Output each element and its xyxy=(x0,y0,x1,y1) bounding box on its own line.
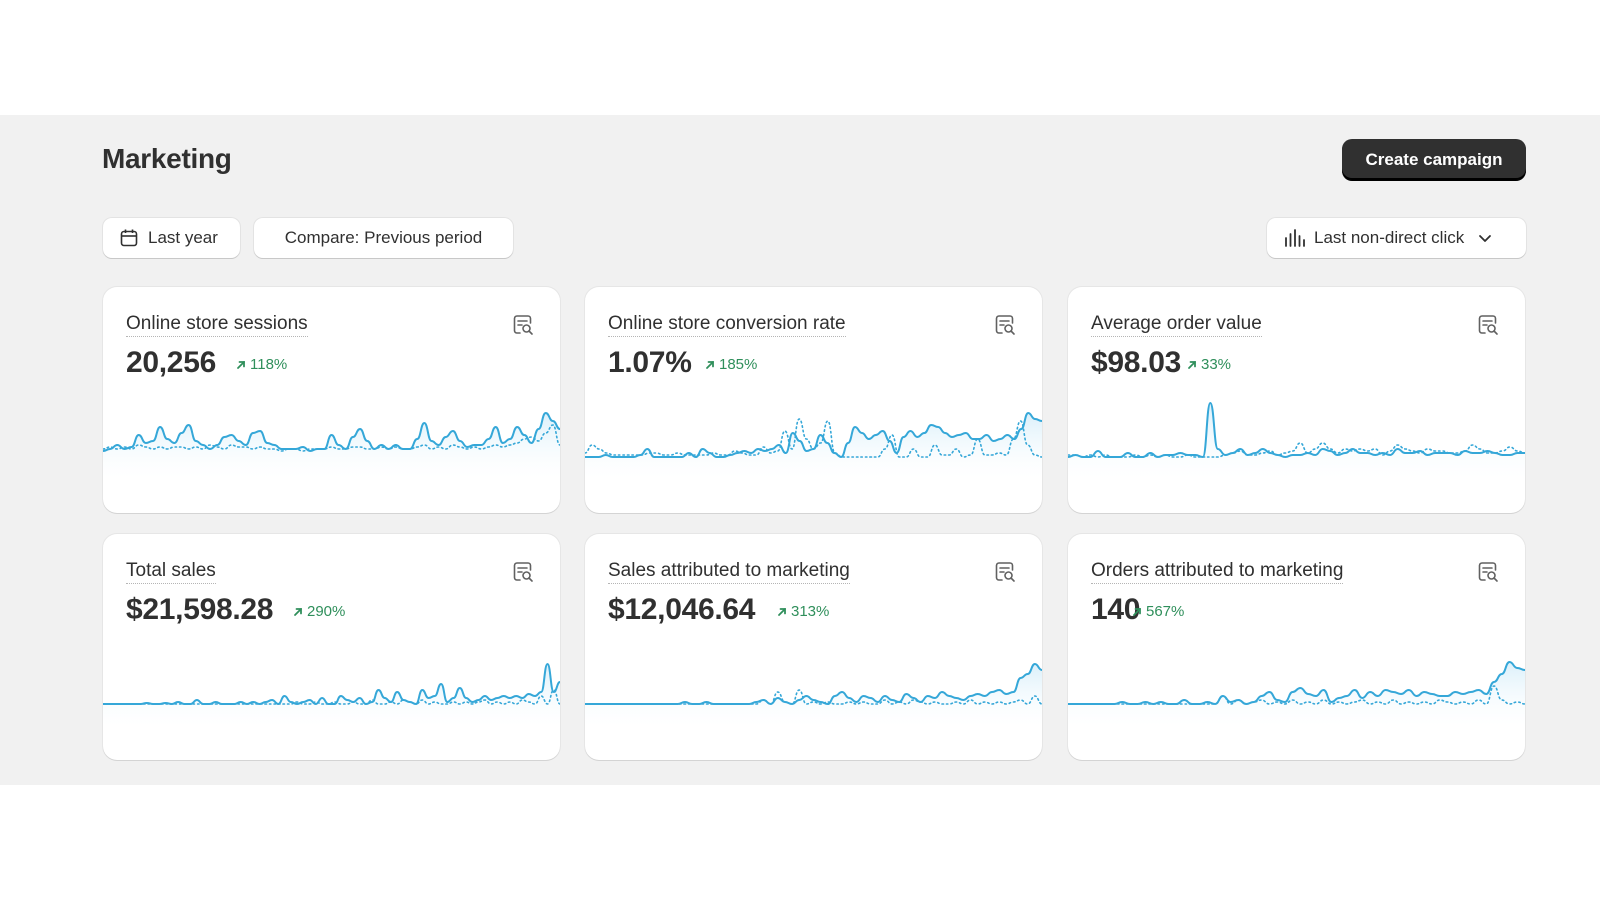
sparkline-current-period-line xyxy=(585,412,1042,458)
metric-card[interactable]: Online store sessions 20,256 118% xyxy=(103,287,560,513)
chevron-down-icon xyxy=(1479,235,1492,242)
metric-card[interactable]: Online store conversion rate 1.07% 185% xyxy=(585,287,1042,513)
metric-delta-value: 185% xyxy=(719,356,758,373)
report-search-icon[interactable] xyxy=(994,314,1016,336)
metric-delta: 33% xyxy=(1187,356,1231,373)
sparkline-chart xyxy=(1068,402,1525,479)
metric-delta: 567% xyxy=(1132,603,1184,620)
metric-value: 1.07% xyxy=(608,346,692,379)
sparkline-area xyxy=(1068,403,1525,479)
metric-delta-value: 567% xyxy=(1146,603,1185,620)
sparkline-chart xyxy=(1068,661,1525,726)
calendar-icon xyxy=(120,229,138,247)
sparkline-area xyxy=(585,413,1042,479)
trend-up-arrow-icon xyxy=(237,360,245,369)
trend-up-arrow-icon xyxy=(294,607,302,616)
metric-value: $98.03 xyxy=(1091,346,1181,379)
metric-card[interactable]: Sales attributed to marketing $12,046.64… xyxy=(585,534,1042,760)
metric-delta-value: 33% xyxy=(1201,356,1232,373)
metric-value: 140 xyxy=(1091,593,1141,626)
metric-title[interactable]: Online store conversion rate xyxy=(608,313,846,337)
metric-delta-value: 118% xyxy=(250,356,288,373)
date-range-picker[interactable]: Last year xyxy=(103,218,240,258)
report-search-icon[interactable] xyxy=(994,561,1016,583)
sparkline-current-period-line xyxy=(103,412,560,452)
bar-chart-icon xyxy=(1285,229,1305,247)
trend-up-arrow-icon xyxy=(778,607,786,616)
metric-delta: 290% xyxy=(293,603,345,620)
date-range-label: Last year xyxy=(148,228,218,247)
metric-delta-value: 313% xyxy=(791,603,830,620)
page-title: Marketing xyxy=(102,143,232,174)
sparkline-previous-period-line xyxy=(103,424,560,452)
metric-title[interactable]: Average order value xyxy=(1091,313,1262,337)
metric-card[interactable]: Total sales $21,598.28 290% xyxy=(103,534,560,760)
attribution-model-select[interactable]: Last non-direct click xyxy=(1267,218,1526,258)
sparkline-area xyxy=(1068,662,1525,726)
metric-value: $21,598.28 xyxy=(126,593,274,626)
metric-delta: 118% xyxy=(236,356,287,373)
metric-value: 20,256 xyxy=(126,346,216,379)
metric-card[interactable]: Average order value $98.03 33% xyxy=(1068,287,1525,513)
report-search-icon[interactable] xyxy=(512,561,534,583)
sparkline-area xyxy=(585,664,1042,726)
sparkline-current-period-line xyxy=(1068,661,1525,705)
sparkline-current-period-line xyxy=(585,663,1042,705)
metric-delta-value: 290% xyxy=(307,603,346,620)
metric-title[interactable]: Orders attributed to marketing xyxy=(1091,560,1344,584)
report-search-icon[interactable] xyxy=(1477,561,1499,583)
marketing-page: Marketing Create campaign Last year Comp… xyxy=(0,115,1600,785)
metric-value: $12,046.64 xyxy=(608,593,756,626)
compare-label: Compare: Previous period xyxy=(284,228,483,247)
metric-card[interactable]: Orders attributed to marketing 140 567% xyxy=(1068,534,1525,760)
metric-delta: 313% xyxy=(777,603,829,620)
report-search-icon[interactable] xyxy=(512,314,534,336)
trend-up-arrow-icon xyxy=(1188,360,1196,369)
compare-period-picker[interactable]: Compare: Previous period xyxy=(254,218,513,258)
sparkline-current-period-line xyxy=(103,663,560,705)
sparkline-chart xyxy=(103,663,560,726)
trend-up-arrow-icon xyxy=(1133,607,1141,616)
sparkline-chart xyxy=(585,663,1042,726)
trend-up-arrow-icon xyxy=(706,360,714,369)
attribution-label: Last non-direct click xyxy=(1314,228,1465,247)
sparkline-area xyxy=(103,664,560,726)
report-search-icon[interactable] xyxy=(1477,314,1499,336)
create-campaign-button[interactable]: Create campaign xyxy=(1342,139,1526,180)
metric-title[interactable]: Total sales xyxy=(126,560,216,584)
sparkline-current-period-line xyxy=(1068,402,1525,458)
sparkline-chart xyxy=(585,412,1042,479)
sparkline-area xyxy=(103,413,560,479)
metric-delta: 185% xyxy=(705,356,757,373)
sparkline-previous-period-line xyxy=(1068,685,1525,705)
metric-title[interactable]: Online store sessions xyxy=(126,313,308,337)
metric-title[interactable]: Sales attributed to marketing xyxy=(608,560,850,584)
sparkline-chart xyxy=(103,412,560,479)
